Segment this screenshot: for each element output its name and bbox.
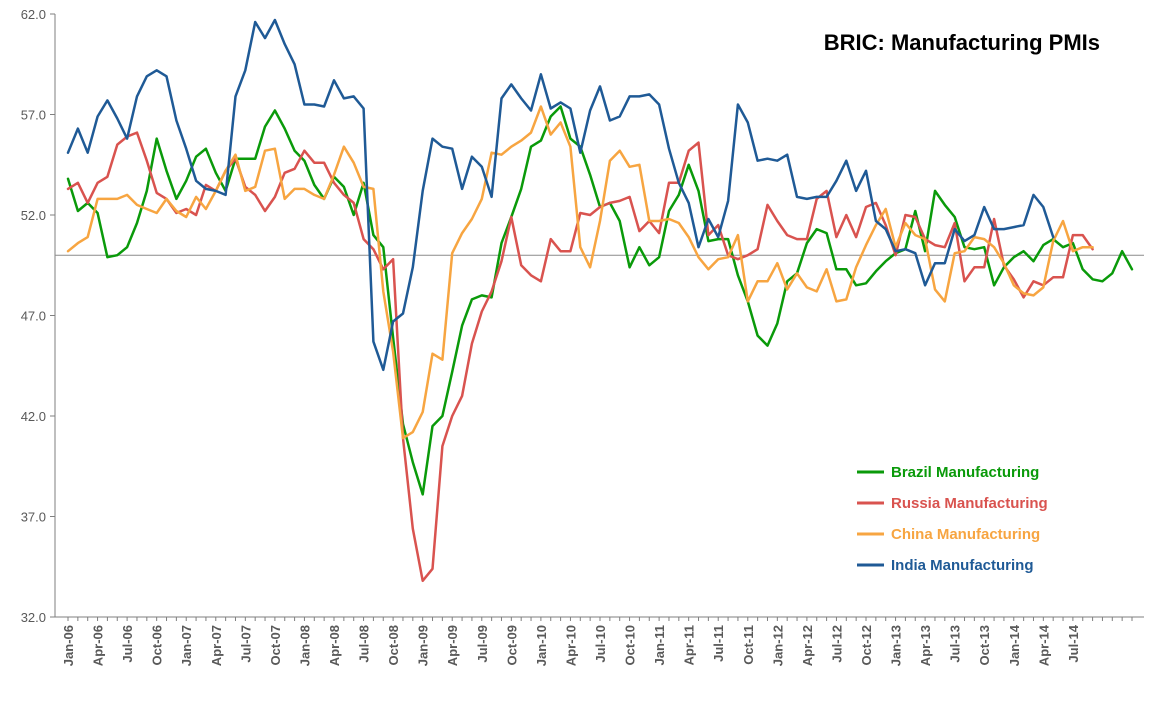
x-tick-label: Jan-11: [652, 625, 667, 665]
x-tick-label: Oct-10: [623, 625, 638, 665]
x-tick-label: Jul-06: [120, 625, 135, 663]
x-tick-label: Jul-10: [593, 625, 608, 663]
x-tick-label: Oct-06: [150, 625, 165, 665]
legend-label: China Manufacturing: [891, 526, 1040, 543]
legend-label: Brazil Manufacturing: [891, 464, 1039, 481]
x-tick-label: Jul-11: [711, 625, 726, 662]
x-tick-label: Oct-12: [859, 625, 874, 665]
series-line-china-manufacturing: [66, 105, 1094, 440]
x-axis-ticks: Jan-06 Apr-06 Jul-06 Oct-06 Jan-07 Apr-07 Jul-…: [61, 617, 1133, 666]
x-tick-label: Jan-10: [534, 625, 549, 666]
series-line-india-manufacturing: [66, 18, 1055, 372]
x-tick-label: Jan-09: [416, 625, 431, 666]
x-tick-label: Oct-13: [977, 625, 992, 665]
y-axis-ticks: 32.0 37.0 42.0 47.0 52.0 57.0 62.0: [21, 7, 55, 625]
x-tick-label: Jul-08: [357, 625, 372, 663]
x-tick-label: Jan-14: [1007, 624, 1022, 666]
y-tick-label: 62.0: [21, 7, 46, 22]
x-tick-label: Oct-11: [741, 625, 756, 665]
x-tick-label: Jan-12: [770, 625, 785, 666]
y-tick-label: 37.0: [21, 510, 46, 525]
y-tick-label: 57.0: [21, 108, 46, 123]
x-tick-label: Apr-10: [563, 625, 578, 666]
x-tick-label: Apr-06: [91, 625, 106, 666]
x-tick-label: Jul-13: [948, 625, 963, 663]
x-tick-label: Jan-06: [61, 625, 76, 666]
x-tick-label: Apr-13: [918, 625, 933, 666]
x-tick-label: Oct-09: [504, 625, 519, 665]
series-line-russia-manufacturing: [66, 131, 1094, 583]
x-tick-label: Apr-09: [445, 625, 460, 666]
chart-title: BRIC: Manufacturing PMIs: [824, 30, 1100, 55]
x-tick-label: Apr-07: [209, 625, 224, 666]
x-tick-label: Oct-08: [386, 625, 401, 665]
x-tick-label: Jan-08: [297, 625, 312, 666]
y-tick-label: 32.0: [21, 610, 46, 625]
legend-label: Russia Manufacturing: [891, 495, 1048, 512]
y-tick-label: 47.0: [21, 309, 46, 324]
x-tick-label: Apr-14: [1036, 624, 1051, 666]
x-tick-label: Jul-09: [475, 625, 490, 663]
y-tick-label: 42.0: [21, 409, 46, 424]
x-tick-label: Jul-07: [238, 625, 253, 663]
y-tick-label: 52.0: [21, 208, 46, 223]
legend-label: India Manufacturing: [891, 557, 1034, 574]
x-tick-label: Apr-08: [327, 625, 342, 666]
x-tick-label: Jan-13: [889, 625, 904, 666]
x-tick-label: Jul-14: [1066, 624, 1081, 662]
x-tick-label: Oct-07: [268, 625, 283, 665]
x-tick-label: Jan-07: [179, 625, 194, 666]
x-tick-label: Apr-12: [800, 625, 815, 666]
series-lines: [66, 18, 1134, 583]
x-tick-label: Apr-11: [682, 625, 697, 665]
x-tick-label: Jul-12: [829, 625, 844, 663]
legend: Brazil Manufacturing Russia Manufacturing…: [857, 464, 1048, 574]
